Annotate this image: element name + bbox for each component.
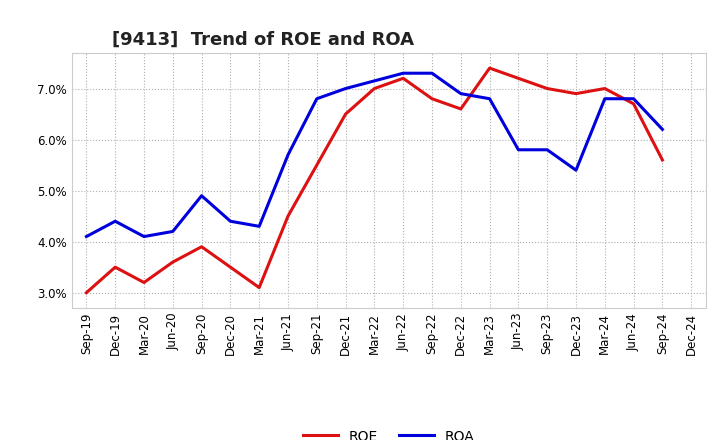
ROA — [514, 147, 523, 152]
ROA — [456, 91, 465, 96]
ROE — [485, 66, 494, 71]
ROA — [111, 219, 120, 224]
ROE — [226, 264, 235, 270]
ROE — [82, 290, 91, 295]
Text: [9413]  Trend of ROE and ROA: [9413] Trend of ROE and ROA — [112, 31, 413, 49]
ROA — [197, 193, 206, 198]
Legend: ROE, ROA: ROE, ROA — [297, 424, 480, 440]
ROE — [341, 111, 350, 117]
ROA — [140, 234, 148, 239]
ROE — [514, 76, 523, 81]
ROE — [399, 76, 408, 81]
ROE — [255, 285, 264, 290]
ROE — [284, 213, 292, 219]
ROA — [255, 224, 264, 229]
ROE — [572, 91, 580, 96]
ROA — [312, 96, 321, 101]
ROA — [399, 70, 408, 76]
ROA — [226, 219, 235, 224]
ROE — [111, 264, 120, 270]
ROA — [370, 78, 379, 84]
ROE — [428, 96, 436, 101]
ROE — [629, 101, 638, 106]
ROA — [168, 229, 177, 234]
ROE — [658, 158, 667, 163]
ROA — [341, 86, 350, 91]
ROE — [140, 280, 148, 285]
ROE — [543, 86, 552, 91]
ROE — [456, 106, 465, 112]
ROA — [658, 127, 667, 132]
ROA — [629, 96, 638, 101]
ROA — [572, 168, 580, 173]
Line: ROA: ROA — [86, 73, 662, 237]
ROA — [543, 147, 552, 152]
ROA — [600, 96, 609, 101]
ROE — [370, 86, 379, 91]
ROA — [284, 152, 292, 158]
ROE — [197, 244, 206, 249]
Line: ROE: ROE — [86, 68, 662, 293]
ROA — [428, 70, 436, 76]
ROA — [485, 96, 494, 101]
ROE — [168, 260, 177, 265]
ROE — [600, 86, 609, 91]
ROE — [312, 162, 321, 168]
ROA — [82, 234, 91, 239]
